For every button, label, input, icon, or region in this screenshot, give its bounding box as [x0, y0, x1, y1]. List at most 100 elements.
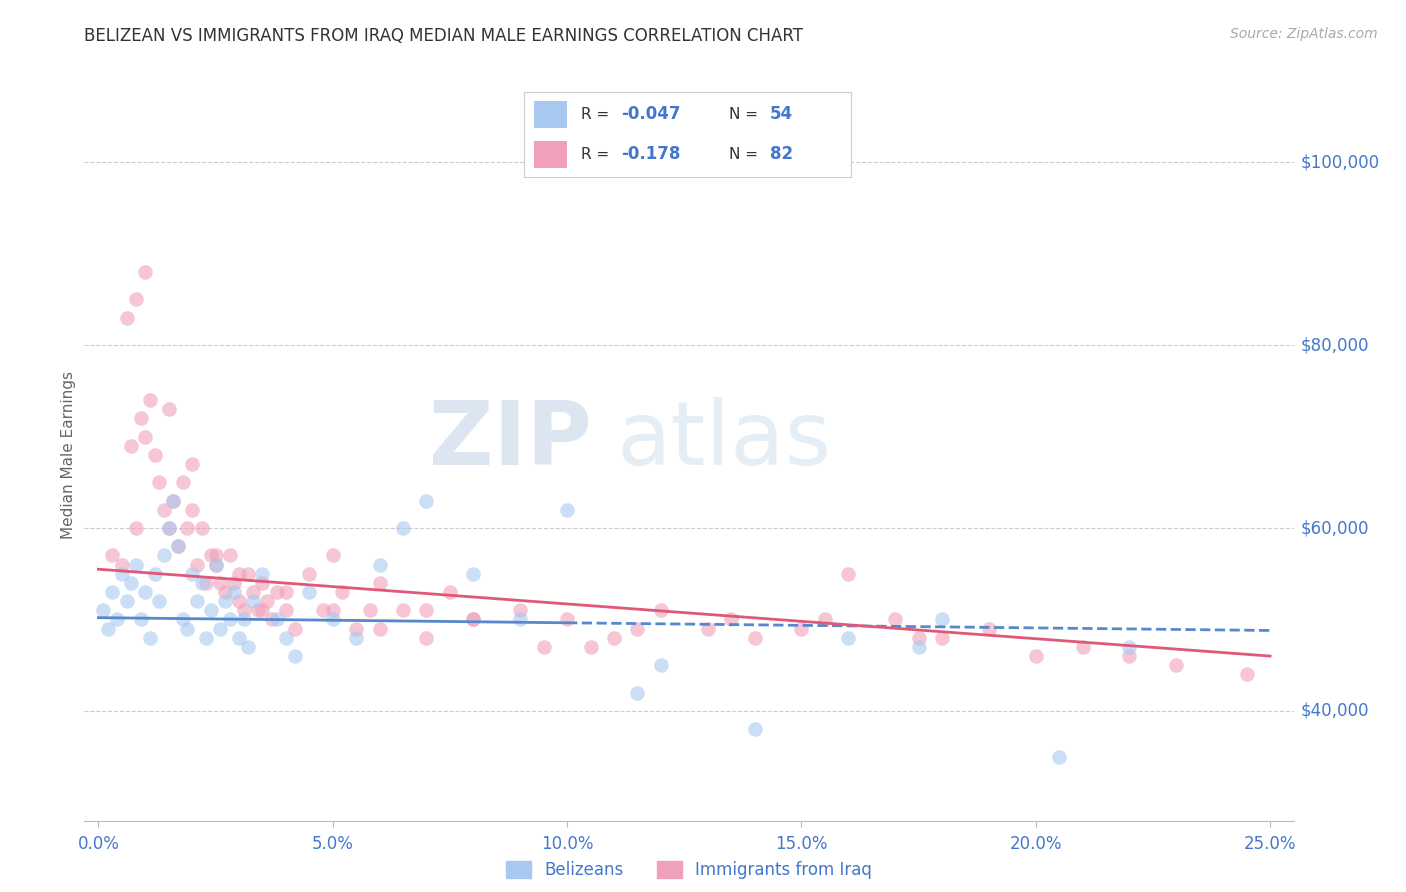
- Point: [162, 493, 184, 508]
- Point: [120, 576, 142, 591]
- Point: [626, 685, 648, 699]
- Point: [209, 622, 232, 636]
- Point: [228, 594, 250, 608]
- Point: [368, 622, 391, 636]
- Point: [814, 613, 837, 627]
- Point: [176, 622, 198, 636]
- Point: [97, 622, 120, 636]
- Point: [134, 430, 156, 444]
- Point: [181, 566, 204, 581]
- Point: [256, 594, 278, 608]
- Point: [790, 622, 813, 636]
- Point: [1166, 658, 1188, 673]
- Point: [931, 631, 953, 645]
- Point: [172, 475, 194, 490]
- Point: [172, 613, 194, 627]
- Point: [105, 613, 128, 627]
- Text: -0.047: -0.047: [621, 105, 681, 123]
- Point: [252, 566, 274, 581]
- Text: N =: N =: [730, 147, 763, 161]
- Point: [167, 539, 190, 553]
- Point: [120, 439, 142, 453]
- Point: [837, 631, 859, 645]
- Point: [214, 594, 236, 608]
- Point: [228, 631, 250, 645]
- Y-axis label: Median Male Earnings: Median Male Earnings: [60, 371, 76, 539]
- Point: [232, 603, 254, 617]
- Point: [224, 576, 246, 591]
- Point: [252, 603, 274, 617]
- Text: N =: N =: [730, 107, 763, 121]
- Point: [190, 576, 212, 591]
- Point: [555, 503, 578, 517]
- Point: [134, 265, 156, 279]
- Point: [260, 613, 283, 627]
- Point: [415, 493, 437, 508]
- Point: [298, 566, 321, 581]
- Point: [359, 603, 381, 617]
- Text: $80,000: $80,000: [1301, 336, 1369, 354]
- Point: [284, 649, 307, 664]
- Point: [200, 603, 222, 617]
- Point: [204, 558, 226, 572]
- Point: [218, 613, 240, 627]
- Point: [148, 475, 170, 490]
- Point: [190, 521, 212, 535]
- Point: [111, 558, 134, 572]
- Point: [603, 631, 626, 645]
- Point: [111, 566, 134, 581]
- Point: [139, 392, 162, 407]
- Point: [837, 566, 859, 581]
- FancyBboxPatch shape: [534, 101, 568, 128]
- Point: [463, 613, 485, 627]
- Text: R =: R =: [581, 147, 619, 161]
- Point: [129, 613, 152, 627]
- Point: [1118, 640, 1140, 654]
- Point: [181, 457, 204, 471]
- Point: [148, 594, 170, 608]
- Point: [153, 503, 176, 517]
- Point: [153, 549, 176, 563]
- Point: [650, 658, 672, 673]
- Point: [162, 493, 184, 508]
- Point: [1025, 649, 1047, 664]
- Text: Source: ZipAtlas.com: Source: ZipAtlas.com: [1230, 27, 1378, 41]
- Point: [368, 558, 391, 572]
- Point: [214, 585, 236, 599]
- Point: [696, 622, 718, 636]
- Point: [744, 723, 766, 737]
- Point: [195, 631, 218, 645]
- Point: [176, 521, 198, 535]
- Point: [463, 566, 485, 581]
- Point: [242, 594, 264, 608]
- Point: [312, 603, 335, 617]
- Point: [143, 448, 166, 462]
- Point: [322, 603, 344, 617]
- Point: [228, 566, 250, 581]
- Point: [157, 402, 180, 417]
- Point: [907, 640, 929, 654]
- Point: [91, 603, 114, 617]
- Point: [101, 585, 124, 599]
- Point: [266, 613, 288, 627]
- Point: [415, 603, 437, 617]
- Point: [167, 539, 190, 553]
- Text: $60,000: $60,000: [1301, 519, 1369, 537]
- Point: [509, 613, 531, 627]
- Point: [129, 411, 152, 425]
- Point: [200, 549, 222, 563]
- Point: [238, 640, 260, 654]
- Text: R =: R =: [581, 107, 614, 121]
- Text: BELIZEAN VS IMMIGRANTS FROM IRAQ MEDIAN MALE EARNINGS CORRELATION CHART: BELIZEAN VS IMMIGRANTS FROM IRAQ MEDIAN …: [84, 27, 803, 45]
- Point: [344, 622, 367, 636]
- Point: [1236, 667, 1258, 681]
- Point: [720, 613, 742, 627]
- Point: [157, 521, 180, 535]
- Point: [907, 631, 929, 645]
- Point: [181, 503, 204, 517]
- Point: [246, 603, 269, 617]
- Point: [186, 558, 208, 572]
- Point: [101, 549, 124, 563]
- Point: [134, 585, 156, 599]
- Point: [232, 613, 254, 627]
